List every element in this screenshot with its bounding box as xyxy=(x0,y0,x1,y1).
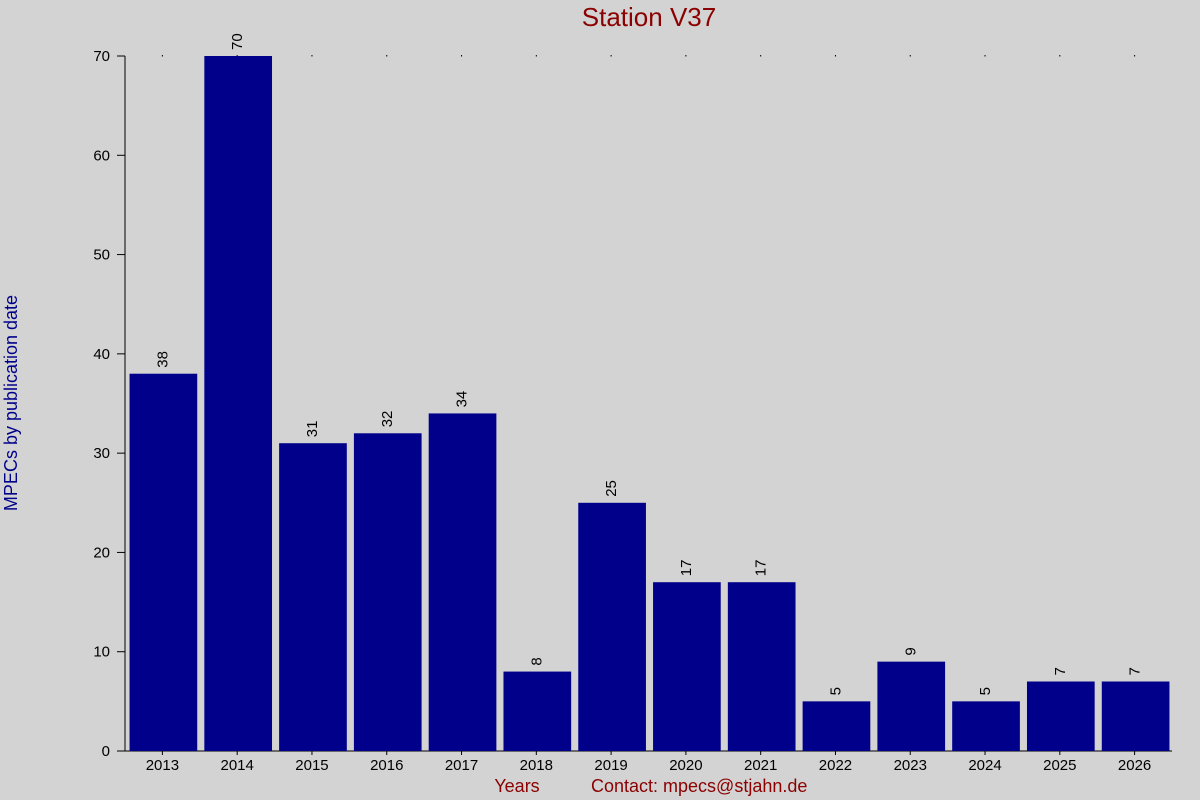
top-tick-mark xyxy=(610,55,612,57)
data-label: 5 xyxy=(977,687,994,695)
top-tick-mark xyxy=(236,55,238,57)
contact-note: Contact: mpecs@stjahn.de xyxy=(591,776,807,796)
data-label: 8 xyxy=(528,657,545,665)
top-tick-mark xyxy=(760,55,762,57)
bar xyxy=(578,502,646,751)
top-tick-mark xyxy=(834,55,836,57)
bar xyxy=(353,433,422,751)
x-tick-label: 2020 xyxy=(669,757,702,774)
x-tick-label: 2024 xyxy=(968,757,1001,774)
y-tick-label: 0 xyxy=(102,743,110,760)
y-axis-label: MPECs by publication date xyxy=(1,295,21,511)
top-tick-mark xyxy=(1134,55,1136,57)
x-tick-label: 2025 xyxy=(1043,757,1076,774)
data-label: 7 xyxy=(1127,667,1144,675)
data-label: 32 xyxy=(379,411,396,428)
x-tick-label: 2013 xyxy=(146,757,179,774)
data-label: 25 xyxy=(603,480,620,497)
top-tick-mark xyxy=(1059,55,1061,57)
data-label: 9 xyxy=(902,647,919,655)
x-tick-label: 2023 xyxy=(894,757,927,774)
bar xyxy=(129,373,198,751)
top-tick-mark xyxy=(909,55,911,57)
bar xyxy=(204,56,273,751)
x-tick-label: 2022 xyxy=(819,757,852,774)
top-tick-mark xyxy=(984,55,986,57)
data-label: 34 xyxy=(454,391,471,408)
y-tick-label: 40 xyxy=(93,346,110,363)
chart-title: Station V37 xyxy=(582,2,716,32)
top-tick-mark xyxy=(535,55,537,57)
data-label: 5 xyxy=(827,687,844,695)
y-tick-label: 20 xyxy=(93,544,110,561)
top-tick-mark xyxy=(161,55,163,57)
data-label: 7 xyxy=(1052,667,1069,675)
bar xyxy=(727,582,796,751)
bar xyxy=(653,582,721,751)
x-tick-label: 2019 xyxy=(594,757,627,774)
y-tick-label: 50 xyxy=(93,247,110,264)
data-label: 17 xyxy=(753,560,770,577)
x-tick-label: 2026 xyxy=(1118,757,1151,774)
bar xyxy=(428,413,497,751)
x-tick-label: 2014 xyxy=(220,757,253,774)
x-axis-label: Years xyxy=(494,776,539,796)
bar xyxy=(877,661,946,751)
bar xyxy=(952,701,1020,751)
bar xyxy=(1026,681,1095,751)
data-label: 70 xyxy=(229,33,246,50)
bar xyxy=(802,701,871,751)
y-tick-label: 30 xyxy=(93,445,110,462)
x-tick-label: 2015 xyxy=(295,757,328,774)
top-tick-mark xyxy=(685,55,687,57)
data-label: 31 xyxy=(304,421,321,438)
x-tick-label: 2018 xyxy=(520,757,553,774)
x-tick-label: 2021 xyxy=(744,757,777,774)
top-tick-mark xyxy=(461,55,463,57)
bar xyxy=(279,443,347,751)
bar xyxy=(503,671,572,751)
y-tick-label: 60 xyxy=(93,147,110,164)
bar xyxy=(1101,681,1170,751)
bars: 38 70 31 32 34 8 25 17 17 5 9 5 7 7 xyxy=(129,33,1170,751)
x-tick-label: 2016 xyxy=(370,757,403,774)
y-tick-label: 10 xyxy=(93,644,110,661)
y-tick-label: 70 xyxy=(93,48,110,65)
top-tick-mark xyxy=(311,55,313,57)
axes: 0 10 20 30 40 50 60 70 2013 2014 2015 2016 2017 2018 2… xyxy=(93,48,1172,774)
data-label: 17 xyxy=(678,560,695,577)
x-tick-label: 2017 xyxy=(445,757,478,774)
data-label: 38 xyxy=(154,351,171,368)
top-tick-mark xyxy=(386,55,388,57)
